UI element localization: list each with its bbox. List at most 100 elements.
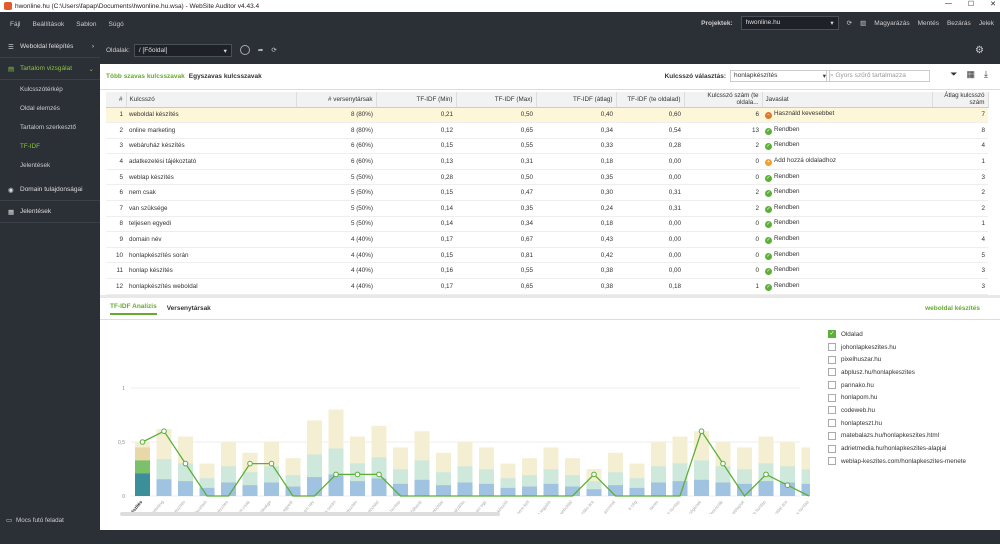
table-cell: 0,81: [456, 247, 536, 264]
col-header[interactable]: TF-IDF (te oldalad): [616, 92, 685, 108]
running-tasks[interactable]: ▭ Mocs futó feladat: [6, 516, 64, 524]
legend-item[interactable]: matebalazs.hu/honlapkeszites.html: [828, 430, 998, 443]
table-cell: 0,34: [456, 216, 536, 233]
tab-single-word[interactable]: Egyszavas kulcsszavak: [188, 73, 262, 80]
checkbox[interactable]: [828, 381, 836, 390]
table-row[interactable]: 5 weblap készítés 5 (50%) 0,28 0,50 0,35 0,00 0…: [106, 169, 988, 186]
menu-bar: Fájl Beállítások Sablon Súgó Projektek: …: [0, 12, 1000, 36]
col-header[interactable]: Kulcsszó szám (te oldala...: [684, 92, 763, 108]
menu-settings[interactable]: Beállítások: [32, 20, 65, 28]
table-cell: 6: [684, 107, 762, 124]
project-select[interactable]: hwonline.hu ▾: [740, 16, 839, 30]
col-header[interactable]: TF-IDF (Max): [456, 92, 537, 108]
bar-competitor-low: [608, 485, 623, 496]
table-row[interactable]: 10 honlapkészítés során 4 (40%) 0,15 0,81 0,4…: [106, 247, 988, 264]
tab-tfidf-analysis[interactable]: TF-IDF Analízis: [110, 303, 157, 315]
bar-competitor-low: [651, 482, 666, 496]
data-point: [268, 460, 275, 467]
add-page-icon[interactable]: [239, 45, 250, 55]
forward-icon[interactable]: ➦: [257, 47, 264, 54]
table-cell: 0,55: [456, 138, 536, 155]
action-close[interactable]: Bezárás: [946, 19, 971, 27]
legend-item[interactable]: adrietmedia.hu/honlapkeszites-alapjai: [828, 442, 998, 455]
x-tick-label: cégének: [687, 499, 702, 514]
sidebar-sub-tfidf[interactable]: TF-IDF: [20, 143, 40, 150]
sidebar-sub-reports[interactable]: Jelentések: [20, 162, 51, 169]
table-row[interactable]: 11 honlap készítés 4 (40%) 0,16 0,55 0,38 0,00…: [106, 262, 988, 280]
sidebar-sub-content-editor[interactable]: Tartalom szerkesztő: [20, 124, 76, 131]
data-point: [161, 428, 167, 434]
col-header[interactable]: TF-IDF (Min): [376, 92, 457, 108]
table-row[interactable]: 8 teljesen egyedi 5 (50%) 0,14 0,34 0,18 0,00 0…: [106, 216, 988, 233]
y-tick-label: 0,5: [118, 440, 125, 446]
checkbox[interactable]: [828, 355, 836, 364]
filter-icon[interactable]: ⏷: [950, 69, 958, 79]
legend-item[interactable]: pixelhuszar.hu: [828, 353, 998, 366]
sidebar-item-reports[interactable]: ▦ Jelentések: [0, 201, 100, 223]
checkbox[interactable]: [828, 368, 836, 377]
legend-item[interactable]: honlapom.hu: [828, 391, 998, 404]
table-row[interactable]: 4 adatkezelési tájékoztató 6 (60%) 0,13 0,31…: [106, 153, 988, 170]
legend-item[interactable]: ✓ Oldalad: [828, 328, 998, 341]
sidebar-item-domain-strength[interactable]: ◉ Domain tulajdonságai: [0, 179, 100, 201]
close-button[interactable]: ✕: [990, 1, 996, 8]
minimize-button[interactable]: —: [944, 0, 952, 7]
table-row[interactable]: 12 honlapkészítés weboldal 4 (40%) 0,17 0,65…: [106, 278, 988, 295]
table-cell: 6: [106, 184, 126, 202]
columns-icon[interactable]: ▦: [966, 69, 976, 79]
action-save[interactable]: Mentés: [917, 19, 939, 27]
sidebar-sub-keyword-map[interactable]: Kulcsszótérkép: [20, 86, 63, 93]
tab-multi-word[interactable]: Több szavas kulcsszavak: [106, 73, 185, 80]
table-row[interactable]: 6 nem csak 5 (50%) 0,15 0,47 0,30 0,31 2 ✓ Rendbe…: [106, 184, 988, 202]
checkbox[interactable]: ✓: [828, 330, 836, 339]
settings-icon[interactable]: ⚙: [975, 44, 984, 56]
download-icon[interactable]: ⤓: [984, 69, 988, 79]
menu-template[interactable]: Sablon: [76, 20, 97, 28]
table-cell: 0,31: [616, 184, 684, 202]
tab-competitors[interactable]: Versenytársak: [166, 305, 211, 312]
checkbox[interactable]: [828, 419, 836, 428]
col-header[interactable]: Javaslat: [762, 92, 933, 108]
table-row[interactable]: 2 online marketing 8 (80%) 0,12 0,65 0,34 0,54…: [106, 122, 988, 139]
chart-icon[interactable]: ▥: [860, 20, 867, 27]
checkbox[interactable]: [828, 431, 836, 440]
legend-item[interactable]: johonlapkeszites.hu: [828, 341, 998, 354]
checkbox[interactable]: [828, 457, 836, 466]
sidebar-sub-page-audit[interactable]: Oldal elemzés: [20, 105, 60, 112]
action-signals[interactable]: Jelek: [978, 19, 994, 27]
table-row[interactable]: 3 webáruház készítés 6 (60%) 0,15 0,55 0,33 0,…: [106, 138, 988, 155]
checkbox[interactable]: [828, 343, 836, 352]
table-cell: 8 (80%): [296, 122, 376, 139]
panel-splitter[interactable]: [100, 295, 1000, 298]
sidebar-item-site-structure[interactable]: ☰ Weboldal felépítés ›: [0, 36, 100, 58]
col-header[interactable]: Átlag kulcsszó szám: [932, 92, 989, 108]
checkbox[interactable]: [828, 393, 836, 402]
table-row[interactable]: 9 domain név 4 (40%) 0,17 0,67 0,43 0,00 0 ✓ Rend…: [106, 231, 988, 248]
legend-item[interactable]: weblap-keszites.com/honlapkeszites-menet…: [828, 455, 998, 468]
col-header[interactable]: # versenytársak: [296, 92, 377, 108]
maximize-button[interactable]: ☐: [967, 1, 975, 8]
menu-help[interactable]: Súgó: [108, 20, 124, 28]
legend-item[interactable]: honlapteszt.hu: [828, 417, 998, 430]
checkbox[interactable]: [828, 444, 836, 453]
refresh-icon[interactable]: ⟳: [846, 20, 853, 27]
table-cell: 0,00: [616, 153, 684, 170]
table-row[interactable]: 7 van szüksége 5 (50%) 0,14 0,35 0,24 0,31 2 ✓ Re…: [106, 200, 988, 217]
legend-item[interactable]: codeweb.hu: [828, 404, 998, 417]
refresh-icon[interactable]: ⟳: [271, 47, 277, 54]
legend-item[interactable]: abplusz.hu/honlapkeszites: [828, 366, 998, 379]
checkbox[interactable]: [828, 406, 836, 415]
col-header[interactable]: Kulcsszó: [126, 92, 297, 108]
table-row[interactable]: 1 weboldal készítés 8 (80%) 0,21 0,50 0,40 0,6…: [106, 107, 988, 124]
chart-scrollbar[interactable]: [120, 512, 500, 516]
menu-file[interactable]: Fájl: [10, 20, 21, 28]
keyword-select[interactable]: honlapkészítés ▾: [730, 70, 830, 82]
col-header[interactable]: TF-IDF (átlag): [536, 92, 617, 108]
legend-item[interactable]: pannako.hu: [828, 379, 998, 392]
quick-filter-input[interactable]: ⌕ Gyors szűrő tartalmazza: [826, 70, 930, 82]
table-cell: 0,18: [536, 153, 616, 170]
sidebar-item-content-audit[interactable]: ▤ Tartalom vizsgálat ⌄: [0, 58, 100, 80]
action-explain[interactable]: Magyarázás: [874, 19, 910, 27]
page-select[interactable]: / [Főoldal] ▾: [133, 43, 232, 57]
col-header[interactable]: #: [106, 92, 127, 108]
